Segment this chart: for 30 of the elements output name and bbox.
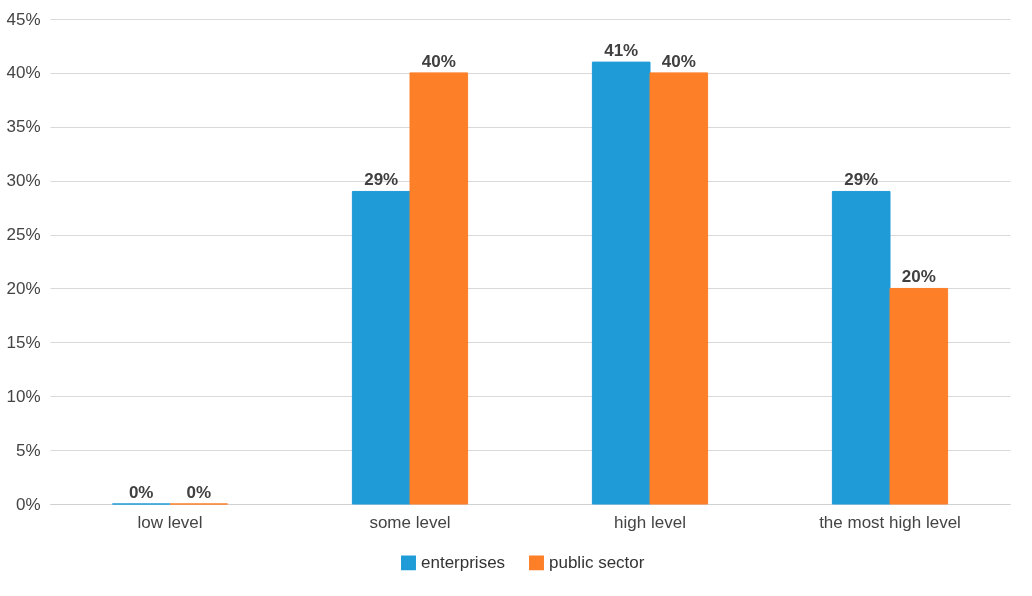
- bar: [351, 190, 411, 505]
- bar: [889, 287, 949, 505]
- data-label: 41%: [604, 41, 639, 61]
- data-label: 40%: [421, 51, 456, 71]
- data-label: 0%: [186, 483, 212, 502]
- x-tick-label: some level: [369, 512, 451, 532]
- y-tick-label: 45%: [6, 9, 41, 29]
- y-tick-label: 10%: [6, 386, 41, 406]
- y-tick-label: 40%: [6, 63, 41, 83]
- x-tick-label: low level: [137, 512, 203, 532]
- y-tick-label: 35%: [6, 117, 41, 137]
- legend-label: enterprises: [421, 552, 506, 572]
- y-tick-label: 20%: [6, 278, 41, 298]
- data-label: 20%: [901, 267, 936, 287]
- bar: [409, 72, 469, 505]
- x-tick-label: high level: [614, 512, 686, 532]
- y-tick-label: 5%: [15, 440, 41, 460]
- bar: [831, 190, 891, 505]
- data-label: 29%: [844, 170, 879, 190]
- y-tick-label: 30%: [6, 171, 41, 191]
- y-tick-label: 0%: [15, 494, 41, 514]
- y-tick-label: 25%: [6, 225, 41, 245]
- data-label: 40%: [661, 51, 696, 71]
- legend-label: public sector: [549, 552, 645, 572]
- x-tick-label: the most high level: [819, 512, 961, 532]
- y-tick-label: 15%: [6, 332, 41, 352]
- bar: [591, 61, 651, 505]
- bar: [649, 72, 709, 505]
- data-label: 0%: [128, 483, 154, 502]
- data-label: 29%: [364, 170, 399, 190]
